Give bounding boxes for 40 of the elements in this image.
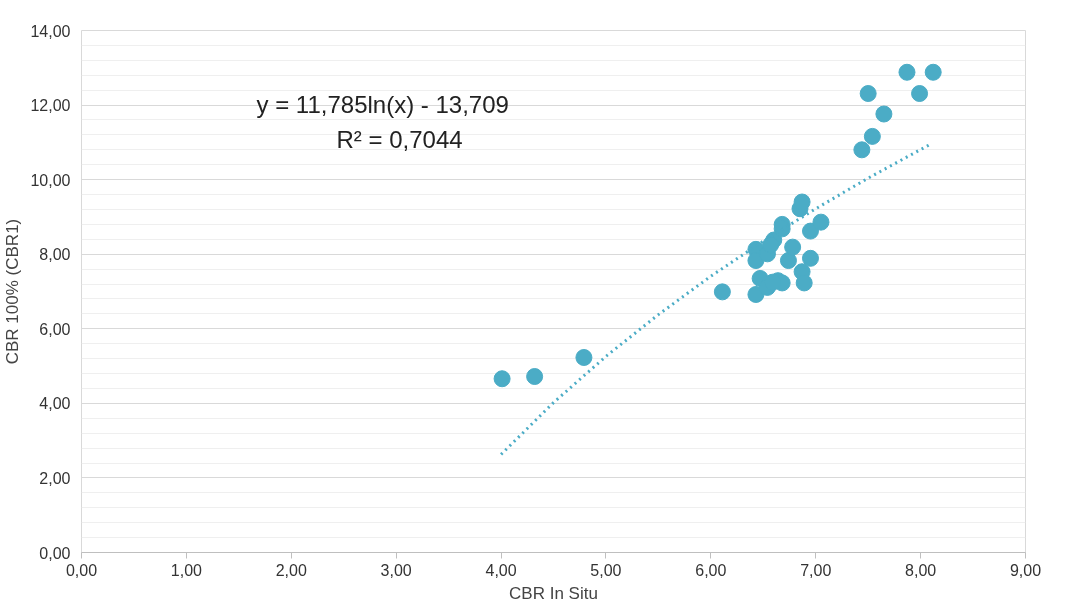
x-tick-label: 7,00 (800, 561, 832, 579)
x-tick-label: 4,00 (485, 561, 517, 579)
point (812, 213, 830, 231)
x-tick-label: 0,00 (65, 561, 98, 579)
point (713, 283, 731, 301)
point (859, 85, 877, 102)
y-axis-title: CBR 100% (CBR1) (3, 218, 23, 365)
x-tick-label: 5,00 (590, 561, 622, 579)
y-tick-label: 10,00 (30, 171, 71, 189)
point (762, 236, 780, 254)
point (526, 368, 544, 385)
x-tick-label: 2,00 (275, 561, 307, 579)
x-tick-label: 9,00 (1009, 561, 1042, 579)
x-tick-label: 1,00 (170, 561, 203, 579)
x-tick-label: 3,00 (380, 561, 412, 579)
point (779, 252, 797, 270)
y-tick-label: 0,00 (39, 544, 71, 562)
point (801, 222, 819, 240)
x-tick-label: 8,00 (905, 561, 937, 579)
point (575, 349, 593, 366)
y-tick-label: 4,00 (39, 395, 71, 413)
x-tick-label: 6,00 (695, 561, 727, 579)
point (801, 249, 819, 267)
point (924, 63, 942, 81)
point (784, 238, 802, 256)
x-axis-title: CBR In Situ (509, 583, 598, 603)
point (911, 85, 929, 102)
y-tick-label: 8,00 (39, 246, 71, 264)
point (875, 105, 893, 123)
y-tick-label: 14,00 (30, 22, 71, 40)
y-tick-label: 12,00 (30, 97, 71, 115)
point (795, 274, 813, 292)
y-tick-label: 2,00 (39, 469, 71, 487)
point (863, 127, 881, 145)
point (898, 63, 916, 81)
annotation: y = 11,785ln(x) - 13,709 (256, 90, 509, 118)
y-tick-label: 6,00 (39, 320, 71, 338)
point (493, 370, 511, 388)
annotation: R² = 0,7044 (336, 125, 463, 153)
point (853, 141, 871, 159)
